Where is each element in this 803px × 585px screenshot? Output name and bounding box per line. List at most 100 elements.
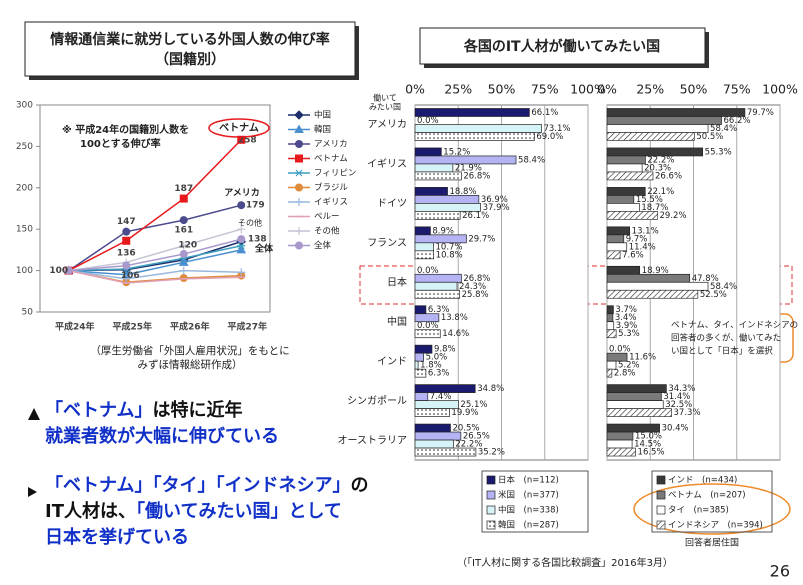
- bar: [606, 352, 628, 362]
- data-label: 21.9%: [455, 163, 482, 173]
- data-label: 13.8%: [441, 313, 468, 323]
- data-label: 0.0%: [609, 345, 631, 355]
- x-tick-label: 0%: [405, 82, 425, 97]
- y-tick-label: 日本: [387, 276, 407, 289]
- legend-label: インドネシア (n=394): [668, 521, 763, 531]
- bullet-text: 「働いてみたい国」として: [136, 500, 342, 522]
- data-label: 10.7%: [436, 242, 463, 252]
- data-label: 20.5%: [452, 424, 479, 434]
- data-label: 6.3%: [428, 369, 450, 379]
- data-label: 30.4%: [662, 424, 689, 434]
- data-label: 37.9%: [483, 203, 510, 213]
- x-tick-label: 75%: [531, 82, 559, 97]
- bar: [414, 360, 419, 370]
- bullet-text: 「ベトナム」「タイ」「インドネシア」: [45, 474, 350, 496]
- legend-swatch: [486, 505, 496, 515]
- bar: [606, 171, 654, 181]
- callout-text: ベトナム、タイ、インドネシアの: [671, 321, 798, 331]
- data-label: 50.5%: [696, 132, 723, 142]
- marker: [122, 261, 131, 270]
- legend-box: [481, 470, 589, 533]
- data-label: 138: [248, 235, 267, 245]
- data-label: 2.8%: [614, 369, 636, 379]
- page-number: 26: [770, 562, 790, 581]
- legend-swatch: [486, 490, 496, 500]
- data-label: 16.5%: [638, 448, 665, 458]
- legend-label: イギリス: [314, 198, 348, 208]
- data-label: 161: [174, 226, 193, 236]
- data-label: 52.5%: [700, 290, 727, 300]
- legend-swatch: [486, 475, 496, 485]
- bar: [606, 321, 615, 331]
- data-label: 0.0%: [417, 116, 439, 126]
- legend-title: 回答者居住国: [685, 537, 739, 549]
- x-tick-label: 平成24年: [55, 321, 95, 333]
- data-label: 29.2%: [660, 211, 687, 221]
- legend-label: ブラジル: [314, 182, 348, 193]
- bullet-line: 就業者数が大幅に伸びている: [45, 425, 279, 447]
- data-label: 26.1%: [462, 211, 489, 221]
- data-label: 32.5%: [665, 400, 692, 410]
- data-label: 26.5%: [463, 432, 490, 442]
- data-label: 3.4%: [615, 313, 637, 323]
- y-tick-label: 200: [16, 183, 33, 193]
- bar: [414, 447, 477, 457]
- data-label: 25.8%: [462, 290, 489, 300]
- bar: [606, 384, 667, 393]
- marker: [179, 194, 188, 203]
- legend-label: フィリピン: [314, 169, 356, 179]
- bullet-line: IT人材は、「働いてみたい国」として: [45, 500, 342, 522]
- legend-label: ペルー: [314, 212, 340, 222]
- data-label: 26.8%: [463, 171, 490, 181]
- data-label: 136: [117, 248, 136, 258]
- bar: [606, 116, 722, 125]
- data-label: 18.7%: [641, 203, 668, 213]
- marker: [295, 154, 303, 163]
- bar: [606, 368, 613, 378]
- legend-label: 全体: [314, 240, 332, 251]
- data-label: 120: [178, 241, 197, 251]
- bar: [414, 408, 450, 417]
- marker: [295, 169, 303, 177]
- bar: [606, 305, 614, 315]
- chart-title: 各国のIT人材が働いてみたい国: [463, 38, 660, 55]
- x-tick-label: 平成25年: [112, 321, 152, 333]
- marker: [178, 257, 189, 266]
- bar: [414, 423, 451, 433]
- y-tick-label: シンガポール: [347, 395, 407, 407]
- bar: [606, 281, 709, 291]
- data-label: 14.6%: [442, 329, 469, 339]
- data-label: 100: [49, 266, 68, 276]
- bar: [414, 273, 462, 283]
- line: [68, 249, 242, 276]
- axis-label: みたい国: [369, 103, 401, 112]
- marker: [295, 227, 303, 235]
- bar: [606, 400, 664, 409]
- legend-label: アメリカ: [314, 140, 348, 150]
- bar: [606, 313, 614, 323]
- bar: [414, 352, 424, 362]
- chart-subtitle: （国籍別）: [155, 51, 225, 68]
- bullet-line: 日本を挙げている: [45, 526, 189, 548]
- bullet-icon: [28, 408, 40, 420]
- data-label: 37.3%: [674, 408, 701, 418]
- bar: [414, 132, 535, 141]
- data-label: 9.7%: [626, 234, 648, 244]
- marker: [294, 124, 304, 133]
- marker: [295, 140, 303, 148]
- line: [68, 269, 242, 280]
- y-tick-label: 100: [16, 266, 33, 276]
- bar: [606, 234, 625, 244]
- data-label: 106: [121, 271, 140, 281]
- data-label: 79.7%: [747, 108, 774, 118]
- bar: [414, 108, 530, 117]
- bar: [414, 392, 429, 401]
- x-tick-label: 25%: [636, 82, 664, 97]
- marker: [237, 235, 246, 244]
- y-tick-label: 50: [22, 308, 34, 318]
- bullet-line: 「ベトナム」は特に近年: [45, 399, 242, 421]
- annotation: 100とする伸び率: [80, 137, 161, 150]
- source-note: みずほ情報総研作成）: [138, 358, 243, 371]
- bullet-text: は特に近年: [152, 399, 242, 421]
